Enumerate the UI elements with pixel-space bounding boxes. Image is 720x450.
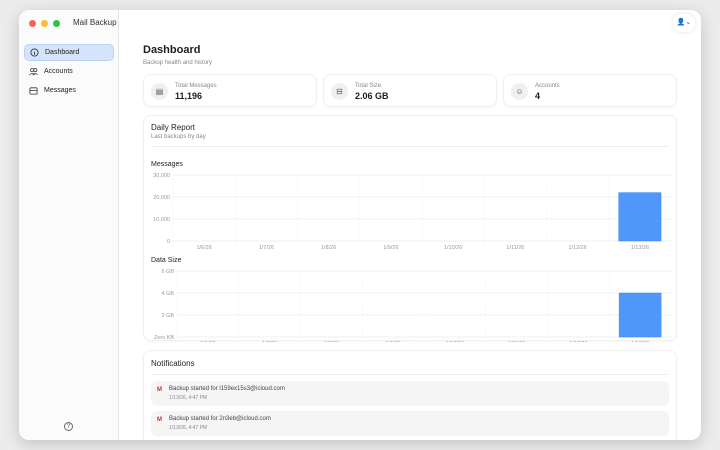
stat-label: Total Size	[355, 83, 382, 89]
x-tick-label: 1/12/26	[568, 245, 586, 251]
sidebar-item-messages[interactable]: Messages	[24, 82, 114, 99]
daily-report-card: Daily Report Last backups by day Message…	[143, 115, 677, 342]
x-tick-label: 1/13/26	[631, 341, 649, 342]
account-menu-button[interactable]: 👤⌄	[673, 14, 695, 32]
x-tick-label: 1/7/26	[259, 245, 274, 251]
stat-card-accounts: ☺ Accounts 4	[503, 74, 677, 107]
y-tick-label: 2 GB	[161, 313, 174, 319]
x-tick-label: 1/9/26	[385, 341, 400, 342]
page-title: Dashboard	[143, 44, 201, 56]
notification-time: 1/13/26, 4:47 PM	[169, 395, 208, 401]
y-tick-label: 6 GB	[161, 269, 174, 275]
info-icon	[30, 48, 39, 57]
sidebar: Dashboard Accounts Messages ?	[19, 10, 119, 440]
tray-icon: ▤	[151, 83, 168, 100]
y-tick-label: 0	[167, 239, 170, 245]
sidebar-item-dashboard[interactable]: Dashboard	[24, 44, 114, 61]
card-title: Daily Report	[151, 123, 196, 132]
gmail-icon: M	[157, 417, 162, 423]
zoom-button[interactable]	[53, 20, 60, 27]
person-icon: ☺	[511, 83, 528, 100]
notifications-card: Notifications M Backup started for l159e…	[143, 350, 677, 440]
notification-item[interactable]: M Backup started for l159ex15s3@icloud.c…	[151, 381, 669, 406]
tray-icon	[29, 87, 38, 95]
stat-card-messages: ▤ Total Messages 11,196	[143, 74, 317, 107]
y-tick-label: 10,000	[153, 217, 170, 223]
y-tick-label: 4 GB	[161, 291, 174, 297]
chart-title: Data Size	[151, 257, 181, 264]
x-tick-label: 1/6/26	[200, 341, 215, 342]
bar	[618, 192, 662, 242]
x-tick-label: 1/10/26	[446, 341, 464, 342]
card-title: Notifications	[151, 359, 195, 368]
stat-value: 11,196	[175, 91, 203, 101]
x-tick-label: 1/13/26	[631, 245, 649, 251]
stat-label: Total Messages	[175, 83, 217, 89]
archive-icon: ⊟	[331, 83, 348, 100]
x-tick-label: 1/10/26	[444, 245, 462, 251]
x-tick-label: 1/7/26	[262, 341, 277, 342]
notification-item[interactable]: M Backup started for 2n3eb@icloud.com 1/…	[151, 411, 669, 436]
x-tick-label: 1/11/26	[506, 245, 524, 251]
x-tick-label: 1/11/26	[508, 341, 526, 342]
divider	[151, 374, 669, 375]
question-icon[interactable]: ?	[64, 422, 73, 431]
main-content: Dashboard Backup health and history ▤ To…	[143, 10, 701, 440]
y-tick-label: 20,000	[153, 195, 170, 201]
notification-text: Backup started for l159ex15s3@icloud.com	[169, 386, 285, 392]
y-tick-label: Zero KB	[154, 335, 175, 341]
notification-text: Backup started for 2n3eb@icloud.com	[169, 416, 271, 422]
bar	[618, 292, 662, 338]
card-subtitle: Last backups by day	[151, 134, 206, 140]
stat-value: 4	[535, 91, 541, 101]
close-button[interactable]	[29, 20, 36, 27]
divider	[151, 146, 669, 147]
x-tick-label: 1/9/26	[383, 245, 398, 251]
gmail-icon: M	[157, 387, 162, 393]
minimize-button[interactable]	[41, 20, 48, 27]
x-tick-label: 1/6/26	[196, 245, 211, 251]
person-gear-icon: 👤⌄	[676, 19, 692, 26]
sidebar-item-label: Dashboard	[45, 49, 80, 56]
y-tick-label: 30,000	[153, 173, 170, 179]
stat-card-size: ⊟ Total Size 2.06 GB	[323, 74, 497, 107]
stat-label: Accounts	[535, 83, 560, 89]
sidebar-item-label: Accounts	[44, 68, 73, 75]
page-subtitle: Backup health and history	[143, 60, 213, 66]
notification-time: 1/13/26, 4:47 PM	[169, 425, 208, 431]
x-tick-label: 1/12/26	[569, 341, 587, 342]
sidebar-item-label: Messages	[44, 87, 76, 94]
chart-title: Messages	[151, 161, 183, 168]
x-tick-label: 1/8/26	[321, 245, 336, 251]
stat-value: 2.06 GB	[355, 91, 389, 101]
people-icon	[29, 68, 38, 76]
x-tick-label: 1/8/26	[324, 341, 339, 342]
sidebar-item-accounts[interactable]: Accounts	[24, 63, 114, 80]
window-title: Mail Backup	[73, 18, 117, 27]
app-window: Dashboard Accounts Messages ? Mail Backu…	[19, 10, 701, 440]
charts: Messages 0 10,000 20,000 30,000 1/6/26 1/7/26 1…	[151, 161, 671, 342]
